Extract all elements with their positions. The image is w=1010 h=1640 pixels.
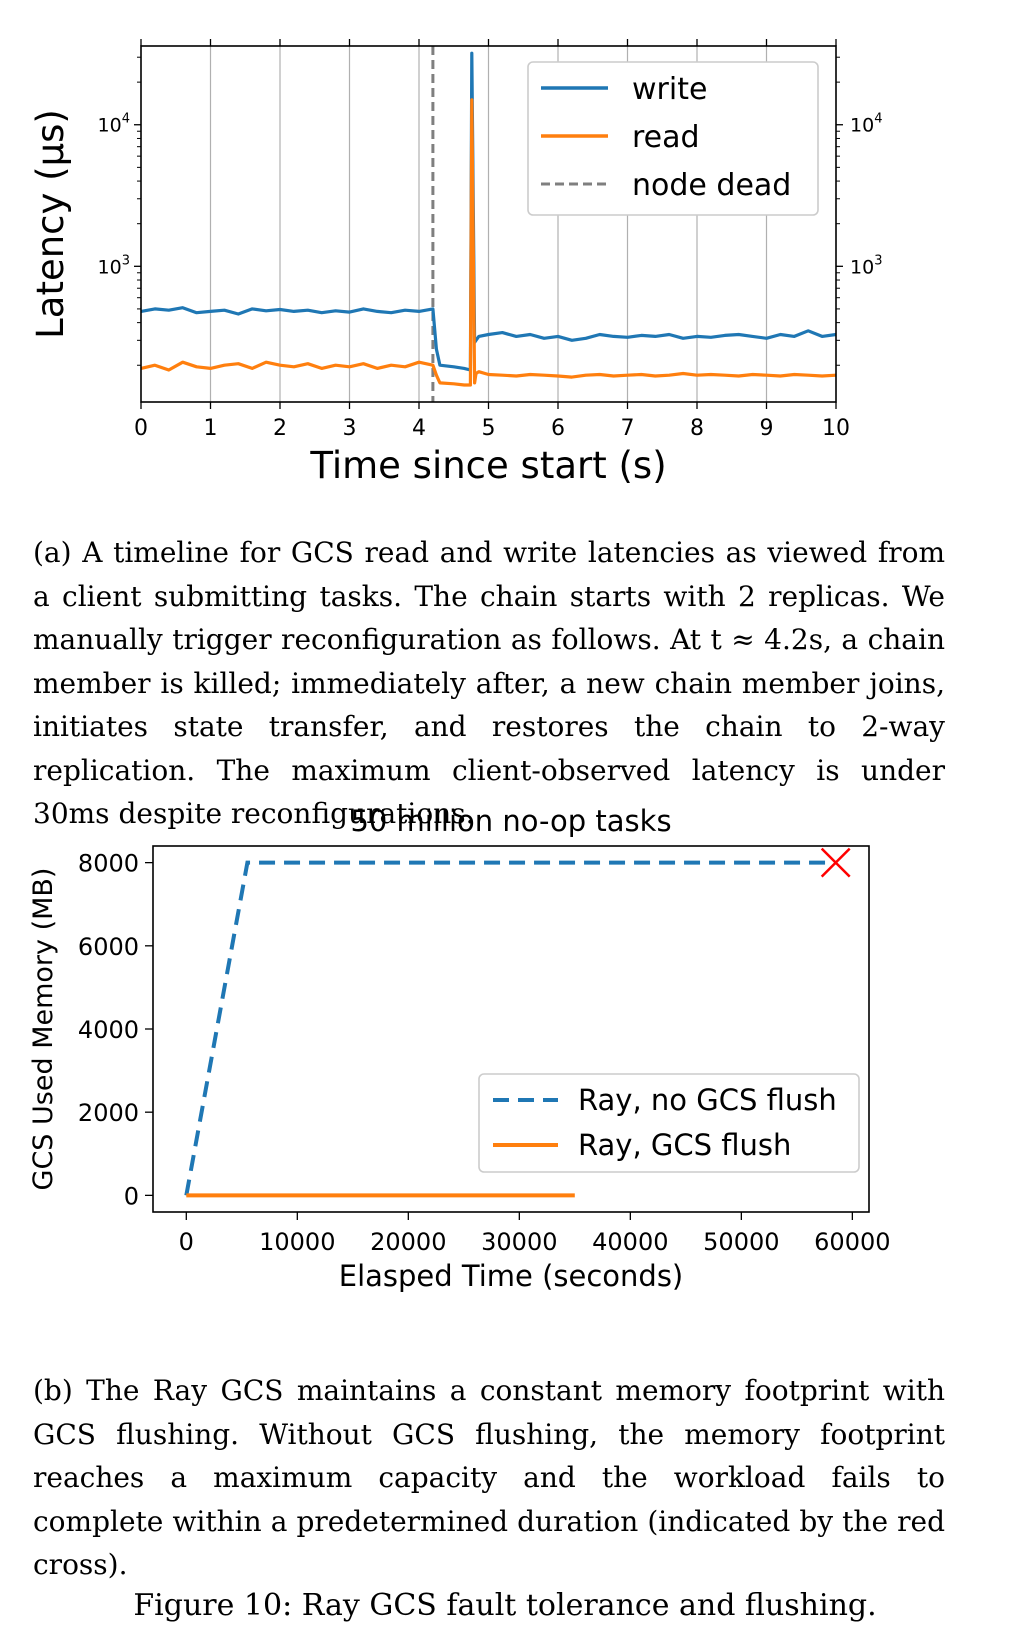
y-axis-label: Latency (μs) bbox=[29, 109, 72, 339]
y-tick-label: 6000 bbox=[78, 933, 139, 961]
memory-chart: 50 million no-op tasks 0 2000 4000 6000 8000 0… bbox=[28, 804, 891, 1293]
x-tick-label: 4 bbox=[412, 416, 426, 441]
y-tick-label-right: 103 bbox=[850, 253, 882, 278]
plot-frame bbox=[152, 845, 870, 1213]
plot-frame bbox=[140, 45, 837, 403]
x-tick-label: 1 bbox=[204, 416, 218, 441]
fail-marker-stroke bbox=[820, 847, 851, 878]
y-tick-label: 104 bbox=[98, 112, 130, 137]
y-tick-exponent: 3 bbox=[122, 253, 130, 268]
legend-label: Ray, GCS flush bbox=[578, 1128, 791, 1162]
fail-marker bbox=[820, 847, 851, 878]
y-tick-exponent-right: 3 bbox=[874, 253, 882, 268]
y-tick-label-right: 104 bbox=[850, 112, 882, 137]
legend-box bbox=[478, 1073, 860, 1173]
x-axis-label: Elasped Time (seconds) bbox=[339, 1259, 684, 1293]
x-tick-label: 50000 bbox=[703, 1228, 779, 1256]
y-tick-label: 8000 bbox=[78, 850, 139, 878]
x-tick-label: 0 bbox=[179, 1228, 194, 1256]
legend-label: Ray, no GCS flush bbox=[578, 1083, 837, 1117]
x-tick-label: 9 bbox=[760, 416, 774, 441]
legend-label: write bbox=[632, 72, 707, 107]
legend: write read node dead bbox=[527, 61, 819, 216]
y-tick-label: 2000 bbox=[78, 1099, 139, 1127]
legend-label: node dead bbox=[632, 168, 791, 203]
x-tick-label: 60000 bbox=[814, 1228, 890, 1256]
legend: Ray, no GCS flush Ray, GCS flush bbox=[478, 1073, 860, 1173]
x-tick-label: 7 bbox=[621, 416, 635, 441]
y-tick-label: 4000 bbox=[78, 1016, 139, 1044]
y-tick-label: 0 bbox=[124, 1182, 139, 1210]
x-tick-label: 0 bbox=[134, 416, 148, 441]
caption-a: (a) A timeline for GCS read and write la… bbox=[33, 536, 945, 830]
x-tick-label: 30000 bbox=[481, 1228, 557, 1256]
ray-no-gcs-flushseries-line bbox=[184, 860, 836, 1196]
chart-title: 50 million no-op tasks bbox=[350, 804, 671, 838]
x-tick-label: 40000 bbox=[592, 1228, 668, 1256]
y-axis-label: GCS Used Memory (MB) bbox=[28, 868, 59, 1191]
x-tick-label: 8 bbox=[690, 416, 704, 441]
read-series-line bbox=[140, 98, 837, 387]
x-tick-label: 20000 bbox=[370, 1228, 446, 1256]
x-tick-label: 6 bbox=[551, 416, 565, 441]
legend-box bbox=[527, 61, 819, 216]
y-tick-exponent: 4 bbox=[122, 112, 130, 127]
y-tick-label: 103 bbox=[98, 253, 130, 278]
x-axis-label: Time since start (s) bbox=[309, 444, 666, 487]
figure-caption: Figure 10: Ray GCS fault tolerance and f… bbox=[133, 1588, 877, 1623]
x-tick-label: 3 bbox=[343, 416, 357, 441]
caption-b: (b) The Ray GCS maintains a constant mem… bbox=[33, 1374, 945, 1581]
legend-label: read bbox=[632, 120, 700, 155]
x-tick-label: 10 bbox=[822, 416, 850, 441]
x-tick-label: 2 bbox=[273, 416, 287, 441]
y-tick-exponent-right: 4 bbox=[874, 112, 882, 127]
x-tick-label: 10000 bbox=[259, 1228, 335, 1256]
x-tick-label: 5 bbox=[482, 416, 496, 441]
latency-chart: 103 103 104 104 0 1 2 3 4 5 6 7 8 9 10 Time since start… bbox=[29, 39, 882, 487]
